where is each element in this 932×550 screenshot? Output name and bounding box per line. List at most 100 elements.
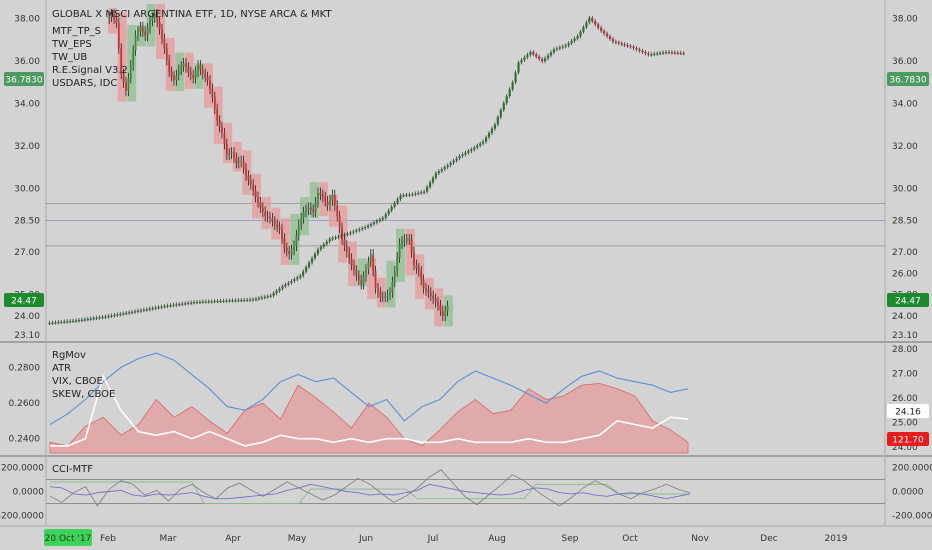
compare-body-161 bbox=[523, 57, 526, 60]
time-axis[interactable]: 20 Oct '17 Feb Mar Apr May Jun Jul Aug Sep Oct No… bbox=[44, 529, 848, 546]
signal-box-76 bbox=[290, 214, 300, 265]
compare-body-78 bbox=[278, 288, 281, 291]
compare-body-124 bbox=[414, 193, 417, 195]
indicator-left-axis[interactable]: 0.2800 0.2600 0.2400 bbox=[9, 363, 41, 444]
month-label-11: 2019 bbox=[825, 534, 848, 544]
study-legend-3[interactable]: TW_UB bbox=[51, 52, 87, 63]
right-tick-10: 23.10 bbox=[892, 331, 918, 341]
study-legend-2[interactable]: TW_EPS bbox=[51, 39, 92, 50]
compare-body-169 bbox=[546, 55, 550, 59]
compare-body-212 bbox=[673, 52, 676, 54]
compare-body-98 bbox=[337, 236, 340, 238]
atr-line-path bbox=[49, 352, 689, 425]
month-label-8: Oct bbox=[622, 534, 638, 544]
candle-body-118 bbox=[391, 281, 394, 293]
compare-body-168 bbox=[544, 58, 547, 62]
cci-left-axis[interactable]: 200.0000 0.0000 -200.0000 bbox=[0, 463, 44, 521]
candle-body-87 bbox=[317, 192, 319, 203]
compare-body-14 bbox=[89, 318, 92, 320]
candle-body-1 bbox=[110, 14, 113, 17]
candle-body-5 bbox=[120, 48, 123, 74]
candle-body-78 bbox=[295, 235, 298, 246]
compare-body-123 bbox=[411, 194, 414, 196]
cci-left-tick-2: -200.0000 bbox=[0, 512, 44, 522]
indicator-pane-cci[interactable]: 200.0000 0.0000 -200.0000 200.0000 0.0000 -2… bbox=[0, 463, 932, 521]
compare-body-28 bbox=[131, 311, 134, 314]
compare-body-172 bbox=[555, 48, 558, 50]
compare-body-25 bbox=[122, 313, 125, 315]
candle-body-140 bbox=[444, 310, 447, 316]
compare-body-206 bbox=[656, 53, 659, 55]
candle-body-55 bbox=[240, 160, 243, 163]
candle-body-44 bbox=[213, 97, 216, 109]
compare-body-90 bbox=[313, 253, 317, 259]
compare-body-129 bbox=[428, 182, 432, 187]
chart-title[interactable]: GLOBAL X MSCI ARGENTINA ETF, 1D, NYSE AR… bbox=[52, 9, 332, 20]
candle-body-31 bbox=[182, 63, 185, 67]
candle-body-111 bbox=[374, 271, 377, 289]
ind-left-tick-1: 0.2600 bbox=[9, 399, 41, 409]
compare-body-63 bbox=[234, 300, 237, 302]
candle-body-130 bbox=[420, 271, 423, 280]
cci-right-axis[interactable]: 200.0000 0.0000 -200.0000 bbox=[892, 463, 932, 521]
compare-body-153 bbox=[499, 109, 502, 118]
compare-body-200 bbox=[638, 49, 641, 51]
compare-body-56 bbox=[213, 301, 216, 303]
candle-body-84 bbox=[309, 207, 312, 210]
candle-body-60 bbox=[252, 184, 255, 191]
compare-body-202 bbox=[644, 52, 647, 54]
left-last-badge-label: 36.7830 bbox=[5, 76, 42, 86]
candle-body-102 bbox=[353, 264, 355, 271]
compare-body-109 bbox=[369, 224, 373, 226]
candle-body-70 bbox=[276, 224, 279, 227]
signal-box-40 bbox=[204, 63, 213, 108]
candle-body-88 bbox=[319, 192, 322, 195]
legend-skew[interactable]: SKEW, CBOE bbox=[52, 389, 115, 400]
candle-body-37 bbox=[197, 65, 199, 72]
candle-body-114 bbox=[381, 296, 384, 298]
compare-body-197 bbox=[629, 45, 632, 48]
candle-body-52 bbox=[233, 152, 235, 158]
candle-body-106 bbox=[362, 276, 365, 285]
candle-body-59 bbox=[249, 180, 252, 185]
left-last-badge bbox=[4, 72, 44, 86]
candle-body-19 bbox=[153, 14, 156, 18]
skew-last-label: 121.70 bbox=[892, 436, 924, 446]
compare-body-187 bbox=[600, 27, 603, 32]
legend-cci[interactable]: CCI-MTF bbox=[52, 464, 93, 475]
compare-legend[interactable]: USDARS, IDC bbox=[52, 78, 117, 89]
candle-body-93 bbox=[331, 194, 334, 201]
compare-body-59 bbox=[222, 300, 225, 302]
study-legend-1[interactable]: MTF_TP_S bbox=[52, 26, 101, 37]
right-price-badge-label: 24.47 bbox=[895, 297, 921, 307]
month-label-3: May bbox=[288, 534, 307, 544]
right-tick-0: 38.00 bbox=[892, 15, 918, 25]
legend-rgmov[interactable]: RgMov bbox=[52, 350, 86, 361]
candle-body-115 bbox=[384, 296, 387, 298]
candle-body-75 bbox=[288, 251, 291, 255]
legend-atr[interactable]: ATR bbox=[52, 363, 71, 374]
compare-body-159 bbox=[517, 62, 520, 73]
compare-body-170 bbox=[549, 52, 553, 56]
candle-body-7 bbox=[125, 82, 127, 91]
compare-body-32 bbox=[142, 309, 145, 311]
study-legend-4[interactable]: R.E.Signal V3.2 bbox=[52, 65, 128, 76]
date-cursor-label: 20 Oct '17 bbox=[45, 534, 92, 544]
signal-box-128 bbox=[415, 254, 425, 299]
compare-body-127 bbox=[423, 191, 426, 193]
candle-body-57 bbox=[245, 168, 247, 176]
signal-box-132 bbox=[424, 277, 434, 310]
price-pane[interactable]: 38.0036.0034.0032.0030.0028.5027.0025.00… bbox=[4, 3, 929, 341]
legend-vix[interactable]: VIX, CBOE bbox=[52, 376, 103, 387]
compare-body-141 bbox=[464, 152, 467, 155]
candle-body-68 bbox=[271, 218, 274, 222]
candle-body-38 bbox=[199, 65, 202, 70]
compare-body-107 bbox=[364, 227, 367, 229]
month-label-9: Nov bbox=[691, 534, 709, 544]
compare-body-15 bbox=[92, 318, 95, 320]
compare-body-67 bbox=[246, 299, 249, 301]
compare-body-191 bbox=[611, 38, 614, 42]
indicator-right-axis[interactable]: 28.00 27.00 26.00 25.00 24.00 bbox=[892, 345, 918, 453]
compare-body-44 bbox=[178, 304, 181, 306]
